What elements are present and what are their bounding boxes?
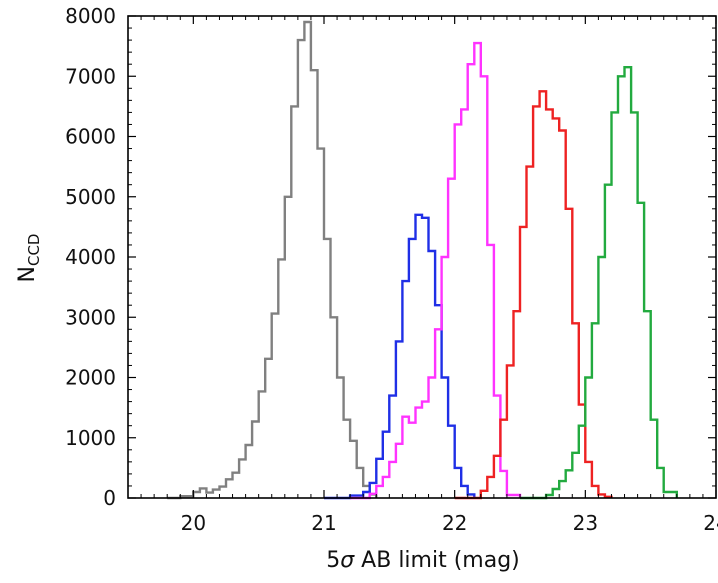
series-line-3 xyxy=(350,41,522,500)
series-line-5 xyxy=(520,66,678,500)
series-line-2 xyxy=(324,213,476,500)
x-tick-label: 24 xyxy=(703,511,718,535)
y-tick-label: 8000 xyxy=(65,4,116,28)
y-tick-label: 4000 xyxy=(65,245,116,269)
x-tick-label: 22 xyxy=(442,511,467,535)
series-layer xyxy=(167,20,678,500)
axes-layer: 20 21 22 23 24 0 1000 2000 3000 4000 5000 6000 7000 8… xyxy=(65,4,718,535)
y-tick-label: 5000 xyxy=(65,185,116,209)
y-tick-label: 7000 xyxy=(65,64,116,88)
plot-frame xyxy=(127,15,717,499)
series-line-1 xyxy=(167,20,378,500)
x-tick-label: 20 xyxy=(181,511,206,535)
y-tick-label: 1000 xyxy=(65,426,116,450)
y-tick-label: 0 xyxy=(103,486,116,510)
series-line-4 xyxy=(454,90,613,500)
x-tick-label: 21 xyxy=(311,511,336,535)
y-tick-label: 3000 xyxy=(65,305,116,329)
y-axis-title: NCCD xyxy=(15,234,43,283)
y-tick-label: 2000 xyxy=(65,366,116,390)
x-tick-label: 23 xyxy=(573,511,598,535)
x-axis-title: 5σ AB limit (mag) xyxy=(326,548,520,573)
y-tick-label: 6000 xyxy=(65,125,116,149)
